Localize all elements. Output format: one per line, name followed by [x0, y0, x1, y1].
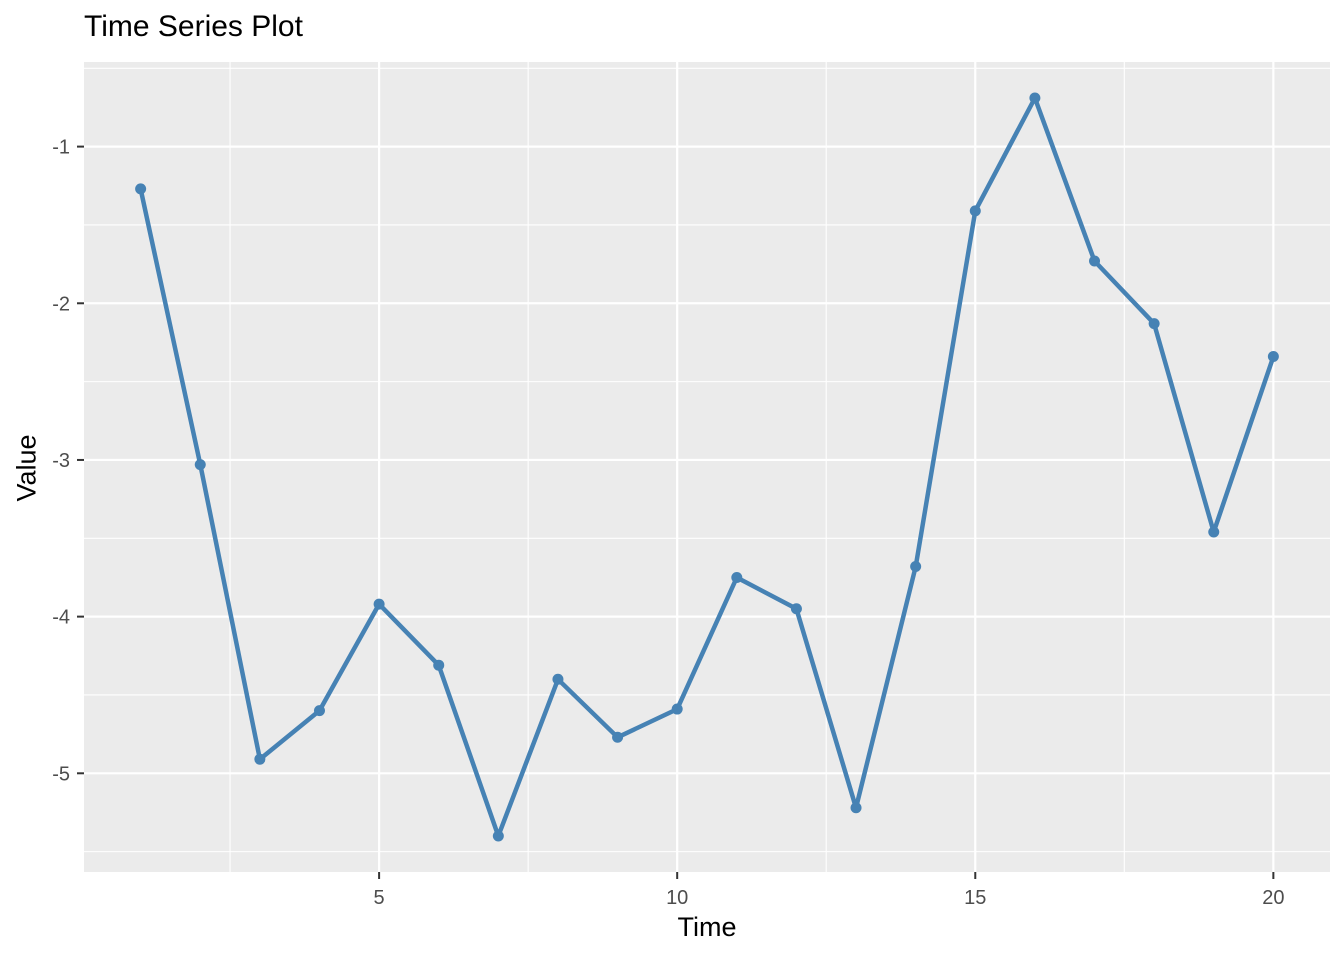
- data-point: [1029, 92, 1041, 104]
- x-tick-label: 20: [1262, 887, 1284, 909]
- data-point: [671, 703, 683, 715]
- plot-panel: [84, 62, 1330, 872]
- data-point: [492, 830, 504, 842]
- data-point: [552, 673, 564, 685]
- y-tick-label: -2: [52, 293, 70, 315]
- x-axis: 5 10 15 20: [374, 872, 1284, 909]
- data-point: [910, 560, 922, 572]
- data-point: [433, 659, 445, 671]
- data-point: [254, 753, 266, 765]
- series-line-group: [138, 95, 1276, 839]
- x-tick-label: 10: [666, 887, 688, 909]
- data-point: [313, 705, 325, 717]
- y-tick-label: -1: [52, 137, 70, 159]
- chart-title: Time Series Plot: [84, 10, 303, 43]
- data-point: [1208, 526, 1220, 538]
- minor-gridlines: [84, 62, 1330, 872]
- data-point: [1267, 351, 1279, 363]
- data-point: [969, 205, 981, 217]
- y-axis-label: Value: [11, 434, 42, 502]
- data-point: [731, 571, 743, 583]
- y-tick-label: -5: [52, 763, 70, 785]
- data-point: [1148, 318, 1160, 330]
- data-point: [373, 598, 385, 610]
- data-point: [135, 183, 147, 195]
- y-axis: -5 -4 -3 -2 -1: [52, 137, 84, 785]
- series-points: [135, 92, 1279, 842]
- data-point: [194, 459, 206, 471]
- series-line: [138, 95, 1276, 839]
- x-tick-label: 5: [374, 887, 385, 909]
- data-point: [1089, 255, 1101, 267]
- data-point: [850, 802, 862, 814]
- x-axis-label: Time: [677, 912, 737, 942]
- y-tick-label: -3: [52, 450, 70, 472]
- data-point: [790, 603, 802, 615]
- data-point: [612, 731, 624, 743]
- y-tick-label: -4: [52, 607, 70, 629]
- major-gridlines: [84, 62, 1330, 872]
- x-tick-label: 15: [964, 887, 986, 909]
